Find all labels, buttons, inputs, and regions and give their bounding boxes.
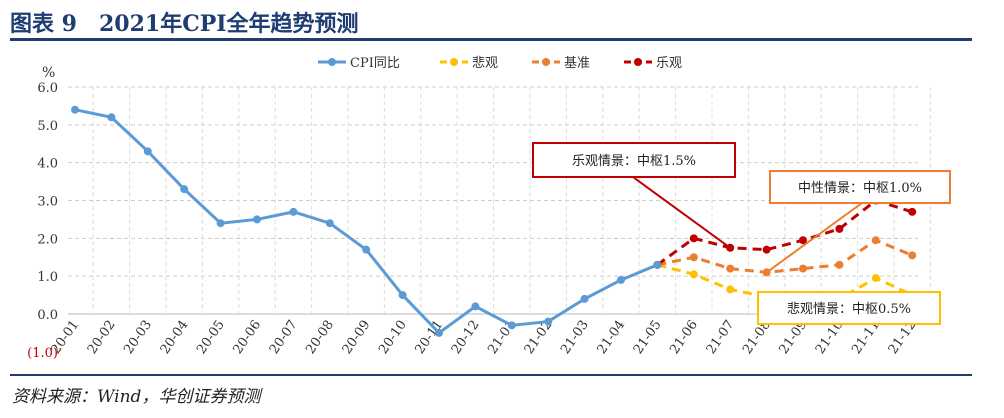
legend-label-基准: 基准 <box>564 56 590 71</box>
y-axis-unit: % <box>42 65 55 81</box>
x-tick-label: 21-03 <box>558 318 592 357</box>
data-point-CPI同比 <box>216 219 225 228</box>
annotation-box <box>769 170 951 204</box>
x-tick-label: 21-06 <box>667 318 701 357</box>
y-tick-label: 5.0 <box>37 119 58 134</box>
data-point-CPI同比 <box>617 275 625 284</box>
legend-marker-基准 <box>542 58 550 66</box>
annotation-leader <box>632 176 731 249</box>
data-point-基准 <box>689 253 698 262</box>
x-tick-label: 21-04 <box>594 318 628 357</box>
data-point-CPI同比 <box>362 245 371 254</box>
x-tick-label: 21-07 <box>704 318 738 357</box>
x-tick-label: 20-07 <box>267 318 301 357</box>
data-point-乐观 <box>908 207 917 216</box>
annotation-box <box>532 142 736 178</box>
data-point-CPI同比 <box>143 147 152 156</box>
data-point-悲观 <box>689 270 698 279</box>
data-point-乐观 <box>689 234 698 243</box>
data-point-CPI同比 <box>325 219 334 228</box>
data-point-乐观 <box>799 236 807 245</box>
data-point-CPI同比 <box>471 302 480 311</box>
x-tick-label: 20-06 <box>230 318 264 357</box>
data-point-CPI同比 <box>289 207 298 216</box>
data-point-CPI同比 <box>107 113 116 122</box>
annotation-label: 乐观情景：中枢1.5% <box>572 154 696 169</box>
data-point-CPI同比 <box>253 215 261 224</box>
x-tick-label: 20-08 <box>303 318 337 357</box>
legend-marker-悲观 <box>450 58 458 66</box>
annotation-box <box>757 291 941 325</box>
y-tick-label: (1.0) <box>27 346 58 361</box>
data-point-基准 <box>871 236 880 245</box>
annotation-label: 中性情景：中枢1.0% <box>798 181 922 196</box>
legend-marker-乐观 <box>634 58 642 66</box>
data-point-CPI同比 <box>507 321 516 330</box>
x-tick-label: 20-10 <box>376 318 410 357</box>
data-point-悲观 <box>726 285 735 294</box>
data-point-CPI同比 <box>580 294 589 303</box>
y-tick-label: 4.0 <box>37 157 58 172</box>
data-point-悲观 <box>871 274 880 283</box>
data-point-CPI同比 <box>398 291 407 300</box>
x-tick-label: 20-02 <box>85 318 119 357</box>
x-tick-label: 20-09 <box>340 318 374 357</box>
data-point-基准 <box>908 251 917 260</box>
data-point-CPI同比 <box>435 328 443 337</box>
data-point-基准 <box>799 264 807 273</box>
data-point-基准 <box>835 260 844 269</box>
y-tick-label: 6.0 <box>37 81 58 96</box>
data-point-CPI同比 <box>71 105 79 114</box>
data-point-基准 <box>726 264 735 273</box>
x-tick-label: 21-05 <box>631 318 665 357</box>
y-tick-label: 3.0 <box>37 195 58 210</box>
x-tick-label: 20-05 <box>194 318 228 357</box>
y-tick-label: 0.0 <box>37 308 58 323</box>
legend-label-悲观: 悲观 <box>472 55 498 71</box>
series-line-乐观 <box>656 198 913 267</box>
legend-label-乐观: 乐观 <box>656 56 682 71</box>
legend-marker-CPI同比 <box>328 58 336 66</box>
data-point-CPI同比 <box>180 185 189 194</box>
x-tick-label: 20-04 <box>158 318 192 357</box>
annotation-label: 悲观情景：中枢0.5% <box>787 301 911 317</box>
data-point-CPI同比 <box>653 260 662 269</box>
source-note: 资料来源：Wind，华创证券预测 <box>12 387 261 407</box>
title-divider <box>10 38 972 41</box>
annotation-leader <box>766 202 863 274</box>
x-tick-label: 20-01 <box>48 318 82 357</box>
data-point-乐观 <box>762 245 771 254</box>
y-tick-label: 1.0 <box>37 270 58 285</box>
y-tick-label: 2.0 <box>37 232 58 247</box>
figure-title: 图表 9 2021年CPI全年趋势预测 <box>10 11 359 37</box>
data-point-CPI同比 <box>544 317 553 326</box>
legend-label-CPI同比: CPI同比 <box>350 56 400 71</box>
x-tick-label: 20-03 <box>121 318 155 357</box>
data-point-乐观 <box>835 224 844 233</box>
footer-divider <box>10 374 972 376</box>
